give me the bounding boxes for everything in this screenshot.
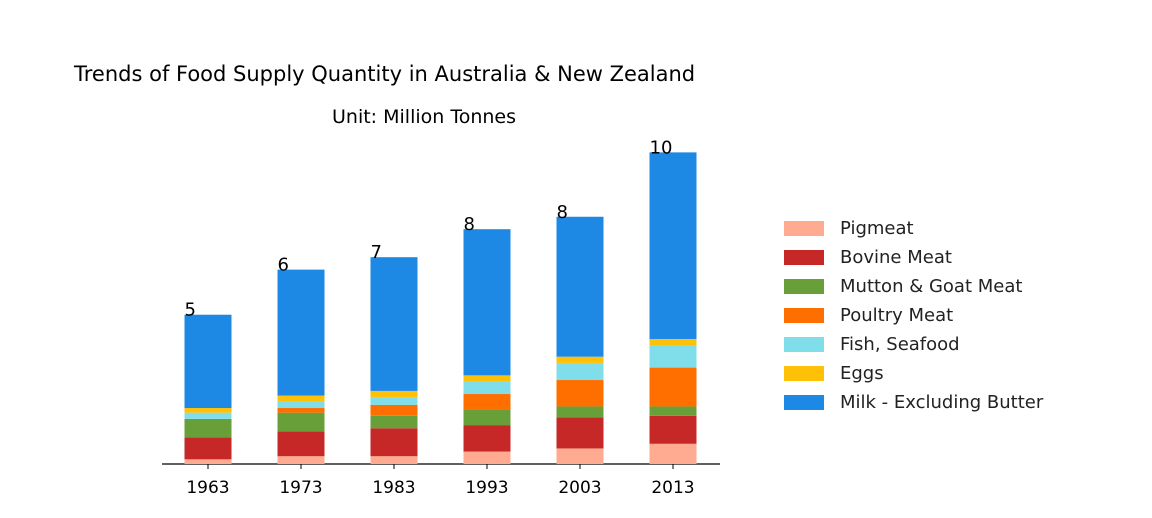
bar-segment bbox=[370, 456, 418, 464]
bar-segment bbox=[184, 408, 232, 413]
legend: Pigmeat Bovine Meat Mutton & Goat Meat Poul… bbox=[784, 214, 1043, 417]
legend-swatch bbox=[784, 395, 824, 410]
legend-item: Bovine Meat bbox=[784, 243, 1043, 272]
bar-total-label: 5 bbox=[185, 300, 196, 321]
bar-segment bbox=[556, 380, 604, 407]
x-tick-label: 1963 bbox=[186, 478, 229, 498]
legend-label: Pigmeat bbox=[840, 218, 914, 239]
x-tick-label: 1973 bbox=[279, 478, 322, 498]
bar-segment bbox=[463, 394, 511, 410]
legend-item: Fish, Seafood bbox=[784, 330, 1043, 359]
bar-total-label: 7 bbox=[371, 242, 382, 263]
legend-swatch bbox=[784, 221, 824, 236]
legend-label: Milk - Excluding Butter bbox=[840, 392, 1044, 413]
legend-swatch bbox=[784, 250, 824, 265]
legend-swatch bbox=[784, 279, 824, 294]
bar-segment bbox=[463, 381, 511, 395]
bar-segment bbox=[556, 216, 604, 357]
bar-segment bbox=[277, 401, 325, 409]
bar-segment bbox=[649, 367, 697, 407]
legend-item: Mutton & Goat Meat bbox=[784, 272, 1043, 301]
legend-item: Poultry Meat bbox=[784, 301, 1043, 330]
legend-label: Poultry Meat bbox=[840, 305, 954, 326]
bar-segment bbox=[370, 397, 418, 405]
legend-label: Eggs bbox=[840, 363, 884, 384]
bar-segment bbox=[463, 375, 511, 382]
legend-swatch bbox=[784, 308, 824, 323]
x-tick-label: 1983 bbox=[372, 478, 415, 498]
bar-segment bbox=[649, 345, 697, 368]
bar-segment bbox=[556, 448, 604, 464]
bar-segment bbox=[556, 356, 604, 363]
bar-segment bbox=[184, 437, 232, 460]
bar-segment bbox=[370, 390, 418, 398]
bar-segment bbox=[649, 415, 697, 444]
bar-total-label: 6 bbox=[278, 255, 289, 276]
bar-segment bbox=[649, 338, 697, 346]
bar-segment bbox=[277, 431, 325, 457]
bar-segment bbox=[277, 408, 325, 413]
bar-segment bbox=[370, 428, 418, 457]
bar-segment bbox=[463, 229, 511, 376]
bar-total-label: 8 bbox=[557, 202, 568, 223]
bar-segment bbox=[277, 412, 325, 432]
bar-segment bbox=[556, 417, 604, 449]
bar-segment bbox=[184, 459, 232, 464]
bar-segment bbox=[370, 404, 418, 416]
bar-segment bbox=[184, 418, 232, 438]
chart-title: Trends of Food Supply Quantity in Austra… bbox=[74, 62, 696, 86]
bar-segment bbox=[649, 152, 697, 339]
bar-segment bbox=[184, 412, 232, 419]
x-tick-label: 2003 bbox=[558, 478, 601, 498]
bar-segment bbox=[370, 415, 418, 429]
bar-total-label: 8 bbox=[464, 214, 475, 235]
legend-swatch bbox=[784, 366, 824, 381]
legend-swatch bbox=[784, 337, 824, 352]
bar-segment bbox=[277, 269, 325, 396]
bar-segment bbox=[649, 406, 697, 416]
x-tick-label: 1993 bbox=[465, 478, 508, 498]
chart-subtitle: Unit: Million Tonnes bbox=[332, 106, 517, 128]
bar-segment bbox=[370, 257, 418, 391]
legend-item: Pigmeat bbox=[784, 214, 1043, 243]
legend-label: Mutton & Goat Meat bbox=[840, 276, 1023, 297]
bar-segment bbox=[277, 456, 325, 464]
legend-item: Milk - Excluding Butter bbox=[784, 388, 1043, 417]
legend-label: Bovine Meat bbox=[840, 247, 952, 268]
bar-segment bbox=[463, 409, 511, 426]
bar-segment bbox=[649, 443, 697, 464]
bar-segment bbox=[463, 451, 511, 464]
bar-segment bbox=[556, 362, 604, 381]
bar-segment bbox=[463, 425, 511, 452]
bar-total-label: 10 bbox=[650, 137, 673, 158]
bar-segment bbox=[184, 314, 232, 409]
legend-label: Fish, Seafood bbox=[840, 334, 960, 355]
legend-item: Eggs bbox=[784, 359, 1043, 388]
bar-segment bbox=[277, 395, 325, 402]
x-tick-label: 2013 bbox=[651, 478, 694, 498]
bar-segment bbox=[556, 406, 604, 418]
